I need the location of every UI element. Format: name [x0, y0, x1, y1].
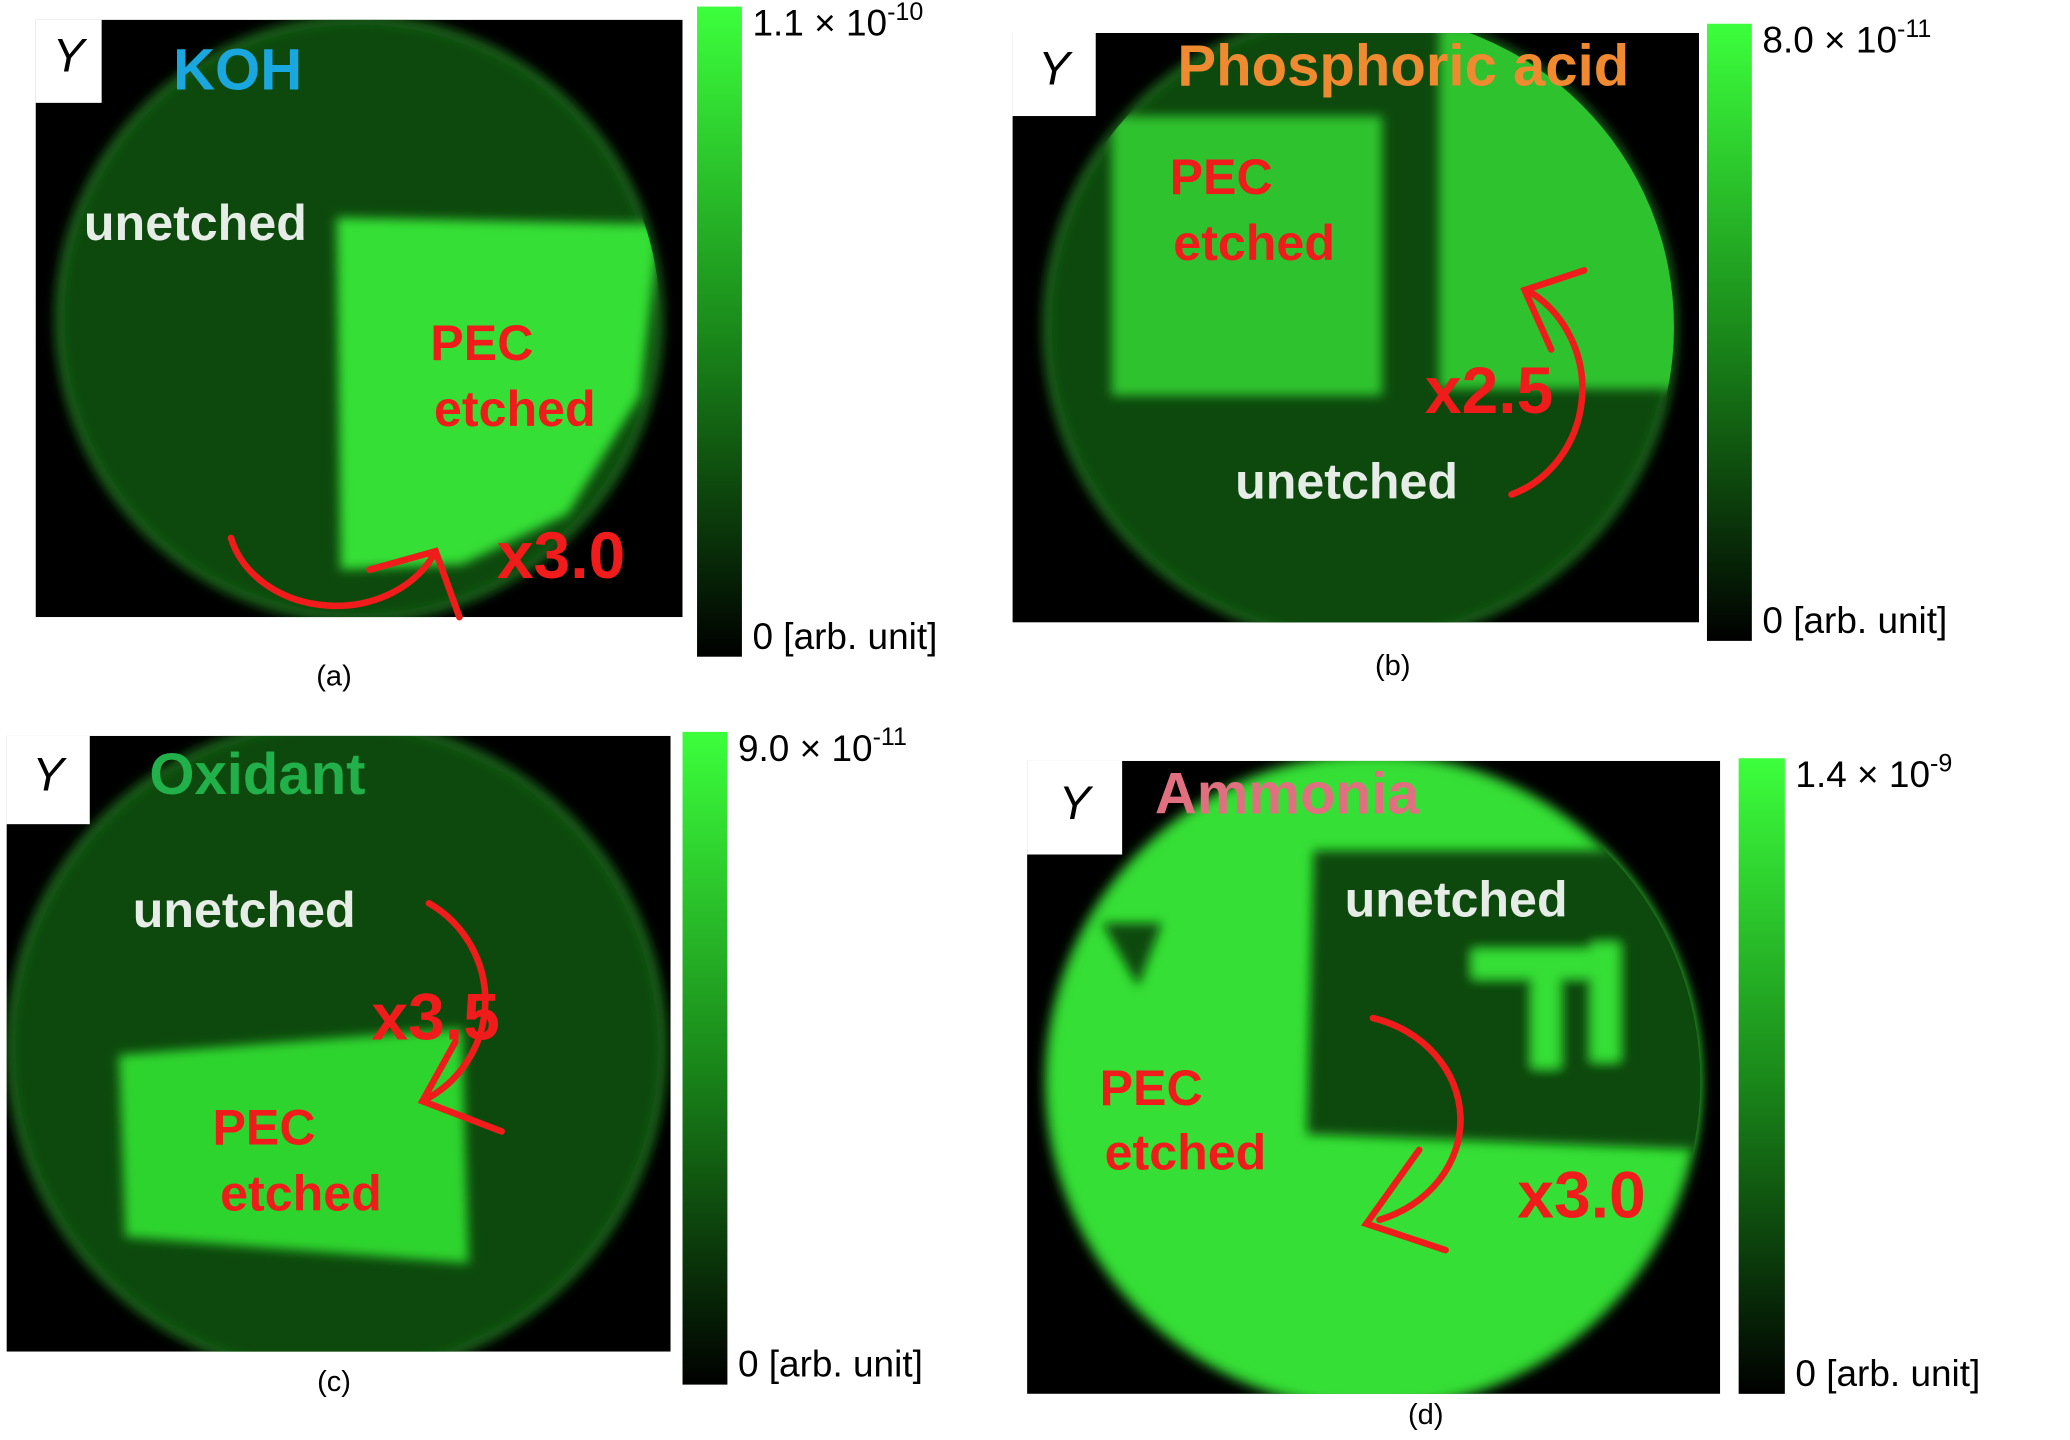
- annotation: x3.0: [1517, 1157, 1645, 1231]
- axis-label: Y: [1038, 42, 1073, 95]
- colorbar-max-base: 8.0 × 10: [1762, 20, 1897, 61]
- region: [336, 217, 661, 570]
- colorbar-min: 0 [arb. unit]: [1762, 600, 1947, 641]
- arrow: [419, 900, 489, 1105]
- annotation: etched: [220, 1166, 382, 1222]
- arrow: [417, 1038, 505, 1135]
- panel-label: (b): [1375, 650, 1410, 682]
- region: [1102, 923, 1162, 987]
- colorbar: [1706, 23, 1752, 641]
- axis-box: [1027, 760, 1123, 855]
- axis-label: Y: [32, 749, 67, 802]
- arrow: [1520, 267, 1588, 353]
- annotation: unetched: [84, 195, 307, 251]
- region: [1111, 116, 1383, 396]
- colorbar-min: 0 [arb. unit]: [1795, 1353, 1980, 1394]
- annotation: PEC: [212, 1100, 315, 1156]
- panel-label: (a): [316, 661, 351, 693]
- colorbar-max-base: 1.1 × 10: [752, 3, 887, 44]
- panel-title: Phosphoric acid: [1177, 34, 1629, 99]
- image: [35, 19, 683, 618]
- region: [118, 1028, 469, 1264]
- annotation: etched: [1105, 1125, 1267, 1181]
- colorbar-max-exponent: -9: [1930, 749, 1952, 777]
- colorbar-min: 0 [arb. unit]: [738, 1344, 923, 1385]
- annotation: unetched: [133, 882, 356, 938]
- region: [1306, 850, 1701, 1150]
- annotation: etched: [434, 381, 596, 437]
- colorbar-min: 0 [arb. unit]: [752, 616, 937, 657]
- panel-title: KOH: [173, 38, 302, 103]
- arrow: [1369, 1014, 1464, 1224]
- colorbar: [682, 731, 728, 1385]
- panel-label: (c): [317, 1366, 351, 1398]
- axis-label: Y: [53, 29, 88, 82]
- colorbar-max: 8.0 × 10-11: [1762, 15, 1931, 61]
- panel: Y Ammonia unetched PEC etched x3.0 1.4 × 10-9 0…: [1027, 749, 1980, 1431]
- panel-label: (d): [1408, 1399, 1443, 1431]
- panel: Y Phosphoric acid PEC etched x2.5 unetched 8.0…: [1012, 15, 1947, 682]
- region: [1590, 942, 1620, 1062]
- image: [6, 735, 671, 1352]
- annotation: PEC: [430, 315, 533, 371]
- image: [1012, 32, 1700, 623]
- arrow: [227, 534, 439, 610]
- colorbar-max: 1.1 × 10-10: [752, 0, 923, 44]
- colorbar-max-exponent: -11: [873, 723, 907, 751]
- colorbar-max-exponent: -11: [1897, 15, 1931, 43]
- colorbar-max-exponent: -10: [887, 0, 923, 26]
- wafer-regions: [336, 217, 661, 570]
- panel: Y KOH unetched PEC etched x3.0 1.1 × 10-10 0 [a…: [35, 0, 937, 693]
- colorbar-max: 1.4 × 10-9: [1795, 749, 1952, 795]
- region: [1531, 962, 1561, 1069]
- wafer-regions: [1111, 32, 1674, 396]
- annotation: PEC: [1100, 1060, 1203, 1116]
- image: [1027, 760, 1721, 1394]
- annotation: unetched: [1345, 872, 1568, 928]
- annotation: x3.0: [497, 518, 625, 592]
- colorbar-max: 9.0 × 10-11: [738, 723, 907, 769]
- arrow: [1361, 1146, 1449, 1254]
- wafer-regions: [1102, 850, 1701, 1150]
- panel-title: Oxidant: [149, 742, 365, 807]
- annotation: etched: [1173, 215, 1335, 271]
- colorbar: [697, 6, 742, 657]
- axis-box: [6, 735, 90, 825]
- arrow: [366, 547, 463, 621]
- wafer-regions: [118, 1028, 469, 1264]
- axis-label: Y: [1059, 777, 1094, 830]
- axis-box: [35, 19, 102, 103]
- annotation: PEC: [1170, 149, 1273, 205]
- colorbar-max-base: 9.0 × 10: [738, 728, 873, 769]
- colorbar: [1738, 758, 1785, 1394]
- annotation: unetched: [1235, 454, 1458, 510]
- annotation: x2.5: [1425, 353, 1553, 427]
- arrow: [1508, 289, 1586, 498]
- axis-box: [1012, 32, 1096, 117]
- panel-title: Ammonia: [1155, 762, 1420, 827]
- colorbar-max-base: 1.4 × 10: [1795, 754, 1930, 795]
